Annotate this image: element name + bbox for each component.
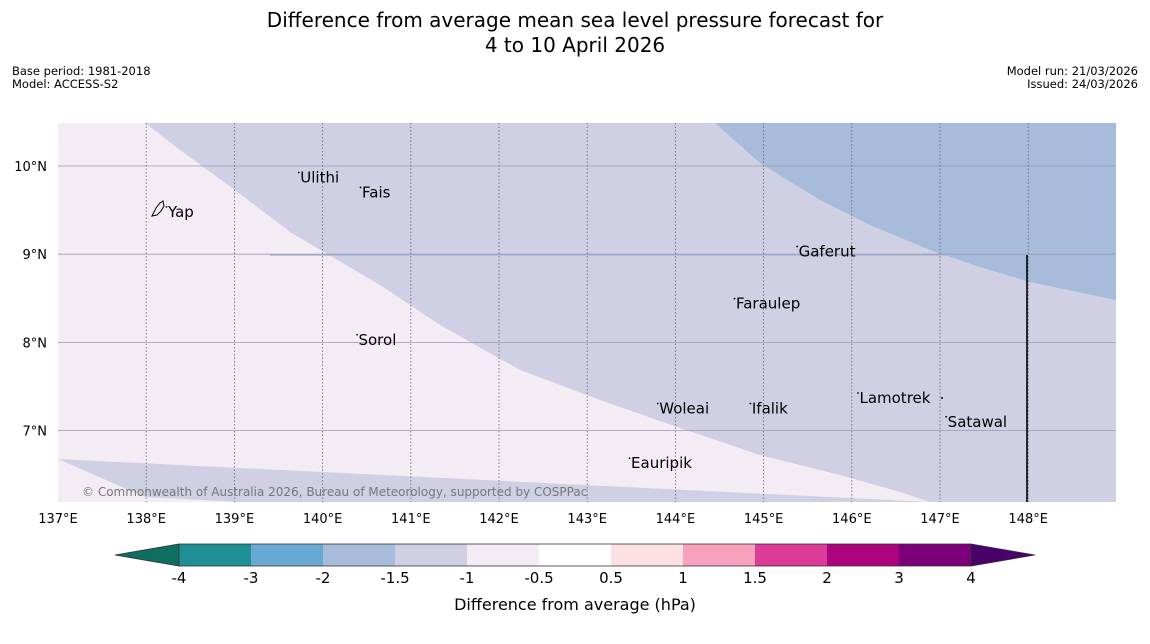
island-marker xyxy=(656,402,659,405)
island-marker xyxy=(857,392,859,394)
place-label: Woleai xyxy=(659,400,709,418)
island-marker xyxy=(796,245,799,248)
colorbar-segment xyxy=(899,544,971,566)
place-label: Ifalik xyxy=(752,400,788,418)
lon-label: 144°E xyxy=(656,512,696,527)
place-label: Fais xyxy=(362,183,391,201)
island-marker xyxy=(749,402,752,405)
colorbar-segment xyxy=(179,544,251,566)
issued-date: Issued: 24/03/2026 xyxy=(1027,77,1138,91)
colorbar-segment xyxy=(323,544,395,566)
lat-label: 9°N xyxy=(23,248,48,263)
colorbar-tick-label: -0.5 xyxy=(524,569,553,587)
colorbar-tick-label: -2 xyxy=(316,569,331,587)
colorbar-label: Difference from average (hPa) xyxy=(454,595,696,614)
colorbar-tick-label: -1.5 xyxy=(380,569,409,587)
island-marker xyxy=(165,205,168,208)
chart-title: Difference from average mean sea level p… xyxy=(0,8,1150,58)
lon-label: 139°E xyxy=(215,512,255,527)
colorbar-segment xyxy=(755,544,827,566)
colorbar-segment xyxy=(611,544,683,566)
colorbar-tick-label: 4 xyxy=(966,569,976,587)
lon-label: 146°E xyxy=(832,512,872,527)
lat-label: 8°N xyxy=(23,336,48,351)
island-marker xyxy=(628,457,631,460)
colorbar: -4 -3 -2 -1.5 -1 -0.5 0.5 1 1.5 2 3 4 Difference fr… xyxy=(114,543,1036,614)
colorbar-tick-label: -1 xyxy=(460,569,475,587)
title-line-1: Difference from average mean sea level p… xyxy=(266,8,884,32)
colorbar-extend-high xyxy=(970,543,1036,567)
colorbar-segment xyxy=(251,544,323,566)
place-labels: Yap Ulithi Fais Gaferut Faraulep Sorol Lamotre… xyxy=(165,168,1007,472)
colorbar-tick-label: 3 xyxy=(894,569,904,587)
island-marker xyxy=(945,415,948,418)
colorbar-segment xyxy=(467,544,539,566)
colorbar-tick-label: -4 xyxy=(172,569,187,587)
model-run: Model run: 21/03/2026 xyxy=(1006,64,1138,78)
colorbar-ticks: -4 -3 -2 -1.5 -1 -0.5 0.5 1 1.5 2 3 4 xyxy=(172,569,976,587)
colorbar-segment xyxy=(539,544,611,566)
island-marker xyxy=(733,297,736,300)
lon-label: 137°E xyxy=(38,512,78,527)
yap-island xyxy=(151,200,165,217)
title-line-2: 4 to 10 April 2026 xyxy=(484,33,666,57)
lon-label: 140°E xyxy=(303,512,343,527)
lon-label: 148°E xyxy=(1008,512,1048,527)
lat-label: 7°N xyxy=(23,425,48,440)
place-label: Eauripik xyxy=(631,454,692,472)
copyright-notice: © Commonwealth of Australia 2026, Bureau… xyxy=(82,485,587,499)
lon-label: 145°E xyxy=(744,512,784,527)
colorbar-segment xyxy=(827,544,899,566)
lon-label: 143°E xyxy=(567,512,607,527)
colorbar-segment xyxy=(395,544,467,566)
place-label: Gaferut xyxy=(799,243,856,261)
island-marker xyxy=(356,333,358,336)
model-name: Model: ACCESS-S2 xyxy=(12,77,119,91)
lon-label: 141°E xyxy=(391,512,431,527)
colorbar-tick-label: 1 xyxy=(678,569,688,587)
latitude-labels: 10°N 9°N 8°N 7°N xyxy=(14,160,47,440)
island-marker xyxy=(297,171,300,174)
colorbar-tick-label: 1.5 xyxy=(743,569,767,587)
colorbar-tick-label: 0.5 xyxy=(599,569,623,587)
colorbar-tick-label: -3 xyxy=(244,569,259,587)
place-label: Yap xyxy=(167,203,194,221)
lat-label: 10°N xyxy=(14,160,47,175)
place-label: Ulithi xyxy=(300,168,339,186)
place-label: Lamotrek xyxy=(859,389,930,407)
lon-label: 147°E xyxy=(920,512,960,527)
colorbar-frame xyxy=(178,543,972,567)
pressure-map: 10°N9°N8°N7°N 137°E 138°E 139°E 140°E 141°E 1… xyxy=(14,123,1116,527)
colorbar-segment xyxy=(683,544,755,566)
lon-label: 138°E xyxy=(126,512,166,527)
base-period: Base period: 1981-2018 xyxy=(12,64,151,78)
place-label: Sorol xyxy=(358,331,396,349)
model-info: Base period: 1981-2018 Model: ACCESS-S2 xyxy=(12,65,151,91)
place-label: Faraulep xyxy=(736,295,800,313)
colorbar-tick-label: 2 xyxy=(822,569,832,587)
longitude-labels: 137°E 138°E 139°E 140°E 141°E 142°E 143°E 144°E… xyxy=(38,512,1048,527)
island-marker xyxy=(941,397,943,399)
lon-label: 142°E xyxy=(479,512,519,527)
place-label: Satawal xyxy=(948,413,1007,431)
colorbar-extend-low xyxy=(114,543,180,567)
island-marker xyxy=(359,186,362,189)
colorbar-segments xyxy=(114,543,1036,567)
graticule xyxy=(58,123,1116,502)
run-info: Model run: 21/03/2026 Issued: 24/03/2026 xyxy=(1007,65,1138,91)
